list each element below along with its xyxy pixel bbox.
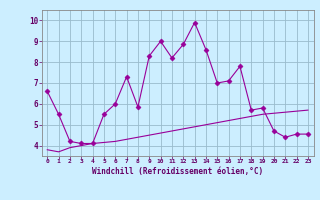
X-axis label: Windchill (Refroidissement éolien,°C): Windchill (Refroidissement éolien,°C): [92, 167, 263, 176]
